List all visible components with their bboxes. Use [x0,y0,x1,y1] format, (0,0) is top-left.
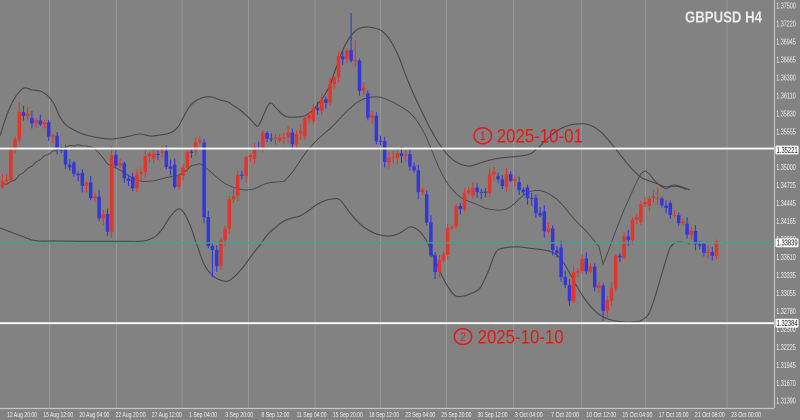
svg-text:8 Sep 12:00: 8 Sep 12:00 [261,412,289,419]
svg-text:1.35000: 1.35000 [776,163,796,172]
svg-text:2: 2 [460,330,466,344]
svg-text:1.37220: 1.37220 [776,20,796,29]
svg-text:3 Oct 04:00: 3 Oct 04:00 [515,412,543,419]
svg-text:20 Aug 04:00: 20 Aug 04:00 [79,412,109,419]
svg-text:23 Sep 04:00: 23 Sep 04:00 [405,412,435,419]
svg-text:1.32500: 1.32500 [776,325,796,334]
svg-text:27 Aug 12:00: 27 Aug 12:00 [152,412,182,419]
svg-text:1.32780: 1.32780 [776,307,796,316]
svg-text:12 Aug 20:00: 12 Aug 20:00 [7,412,37,419]
svg-text:15 Sep 20:00: 15 Sep 20:00 [333,412,363,419]
svg-text:2025-10-10: 2025-10-10 [478,326,564,348]
svg-text:GBPUSD H4: GBPUSD H4 [685,10,762,27]
svg-text:15 Oct 04:00: 15 Oct 04:00 [622,412,652,419]
svg-text:1.33610: 1.33610 [776,253,796,262]
svg-text:1.34725: 1.34725 [776,181,796,190]
svg-text:1.36665: 1.36665 [776,56,796,65]
svg-text:1.35555: 1.35555 [776,127,796,136]
svg-text:1.35221: 1.35221 [777,146,798,155]
svg-text:1 Sep 04:00: 1 Sep 04:00 [189,412,217,419]
svg-text:1.33839: 1.33839 [777,239,798,248]
svg-text:1.31670: 1.31670 [776,379,796,388]
svg-text:23 Oct 00:00: 23 Oct 00:00 [731,412,761,419]
svg-text:2025-10-01: 2025-10-01 [497,126,583,148]
svg-text:1.36110: 1.36110 [776,91,796,100]
svg-text:25 Sep 20:00: 25 Sep 20:00 [441,412,471,419]
svg-text:3 Sep 20:00: 3 Sep 20:00 [225,412,253,419]
svg-text:1.35830: 1.35830 [776,109,796,118]
svg-text:7 Oct 20:00: 7 Oct 20:00 [551,412,579,419]
svg-text:1.37500: 1.37500 [776,2,796,11]
svg-text:1.31390: 1.31390 [776,397,796,406]
svg-text:10 Oct 12:00: 10 Oct 12:00 [586,412,616,419]
svg-text:1.31945: 1.31945 [776,361,796,370]
svg-text:1.34165: 1.34165 [776,217,796,226]
svg-text:11 Sep 04:00: 11 Sep 04:00 [297,412,327,419]
svg-text:1.32384: 1.32384 [777,319,798,328]
svg-text:1.32225: 1.32225 [776,343,796,352]
svg-text:18 Sep 12:00: 18 Sep 12:00 [369,412,399,419]
svg-text:17 Oct 16:00: 17 Oct 16:00 [659,412,689,419]
svg-text:1.33055: 1.33055 [776,289,796,298]
svg-text:1.34445: 1.34445 [776,199,796,208]
svg-text:1.36390: 1.36390 [776,73,796,82]
svg-text:21 Oct 08:00: 21 Oct 08:00 [695,412,725,419]
svg-text:1.33335: 1.33335 [776,271,796,280]
svg-text:15 Aug 12:00: 15 Aug 12:00 [43,412,73,419]
svg-text:22 Aug 20:00: 22 Aug 20:00 [116,412,146,419]
svg-text:30 Sep 12:00: 30 Sep 12:00 [478,412,508,419]
svg-text:1.36945: 1.36945 [776,38,796,47]
svg-text:1: 1 [480,129,486,143]
